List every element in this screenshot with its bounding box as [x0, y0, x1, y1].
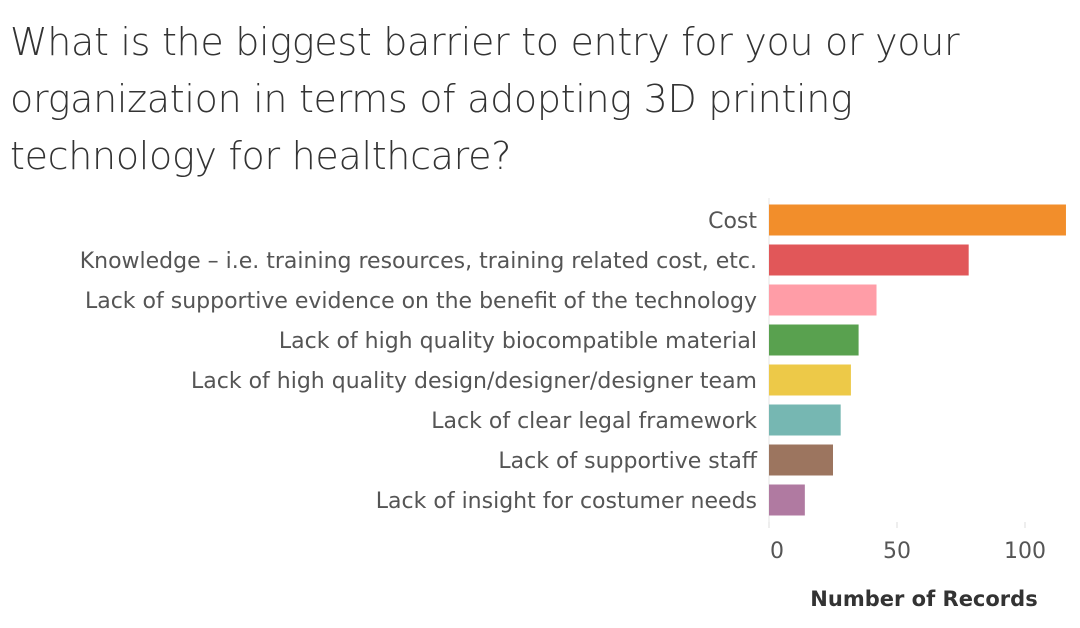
chart-title: What is the biggest barrier to entry for… [10, 20, 960, 178]
bar [769, 244, 969, 276]
x-tick-label: 100 [1004, 539, 1046, 564]
category-label: Knowledge – i.e. training resources, tra… [80, 249, 757, 274]
category-label: Cost [708, 209, 757, 234]
x-axis-title: Number of Records [810, 587, 1037, 611]
category-label: Lack of high quality biocompatible mater… [279, 329, 757, 354]
category-label: Lack of insight for costumer needs [376, 489, 757, 514]
bar [769, 204, 1066, 236]
bar [769, 404, 841, 436]
bar [769, 484, 805, 516]
x-tick-label: 0 [770, 539, 784, 564]
bar [769, 284, 877, 316]
category-label: Lack of supportive staff [498, 449, 757, 474]
category-label: Lack of supportive evidence on the benef… [85, 289, 757, 314]
bar [769, 444, 833, 476]
category-label: Lack of high quality design/designer/des… [191, 369, 757, 394]
x-tick-label: 50 [883, 539, 911, 564]
bar [769, 324, 859, 356]
bar [769, 364, 851, 396]
category-label: Lack of clear legal framework [431, 409, 757, 434]
